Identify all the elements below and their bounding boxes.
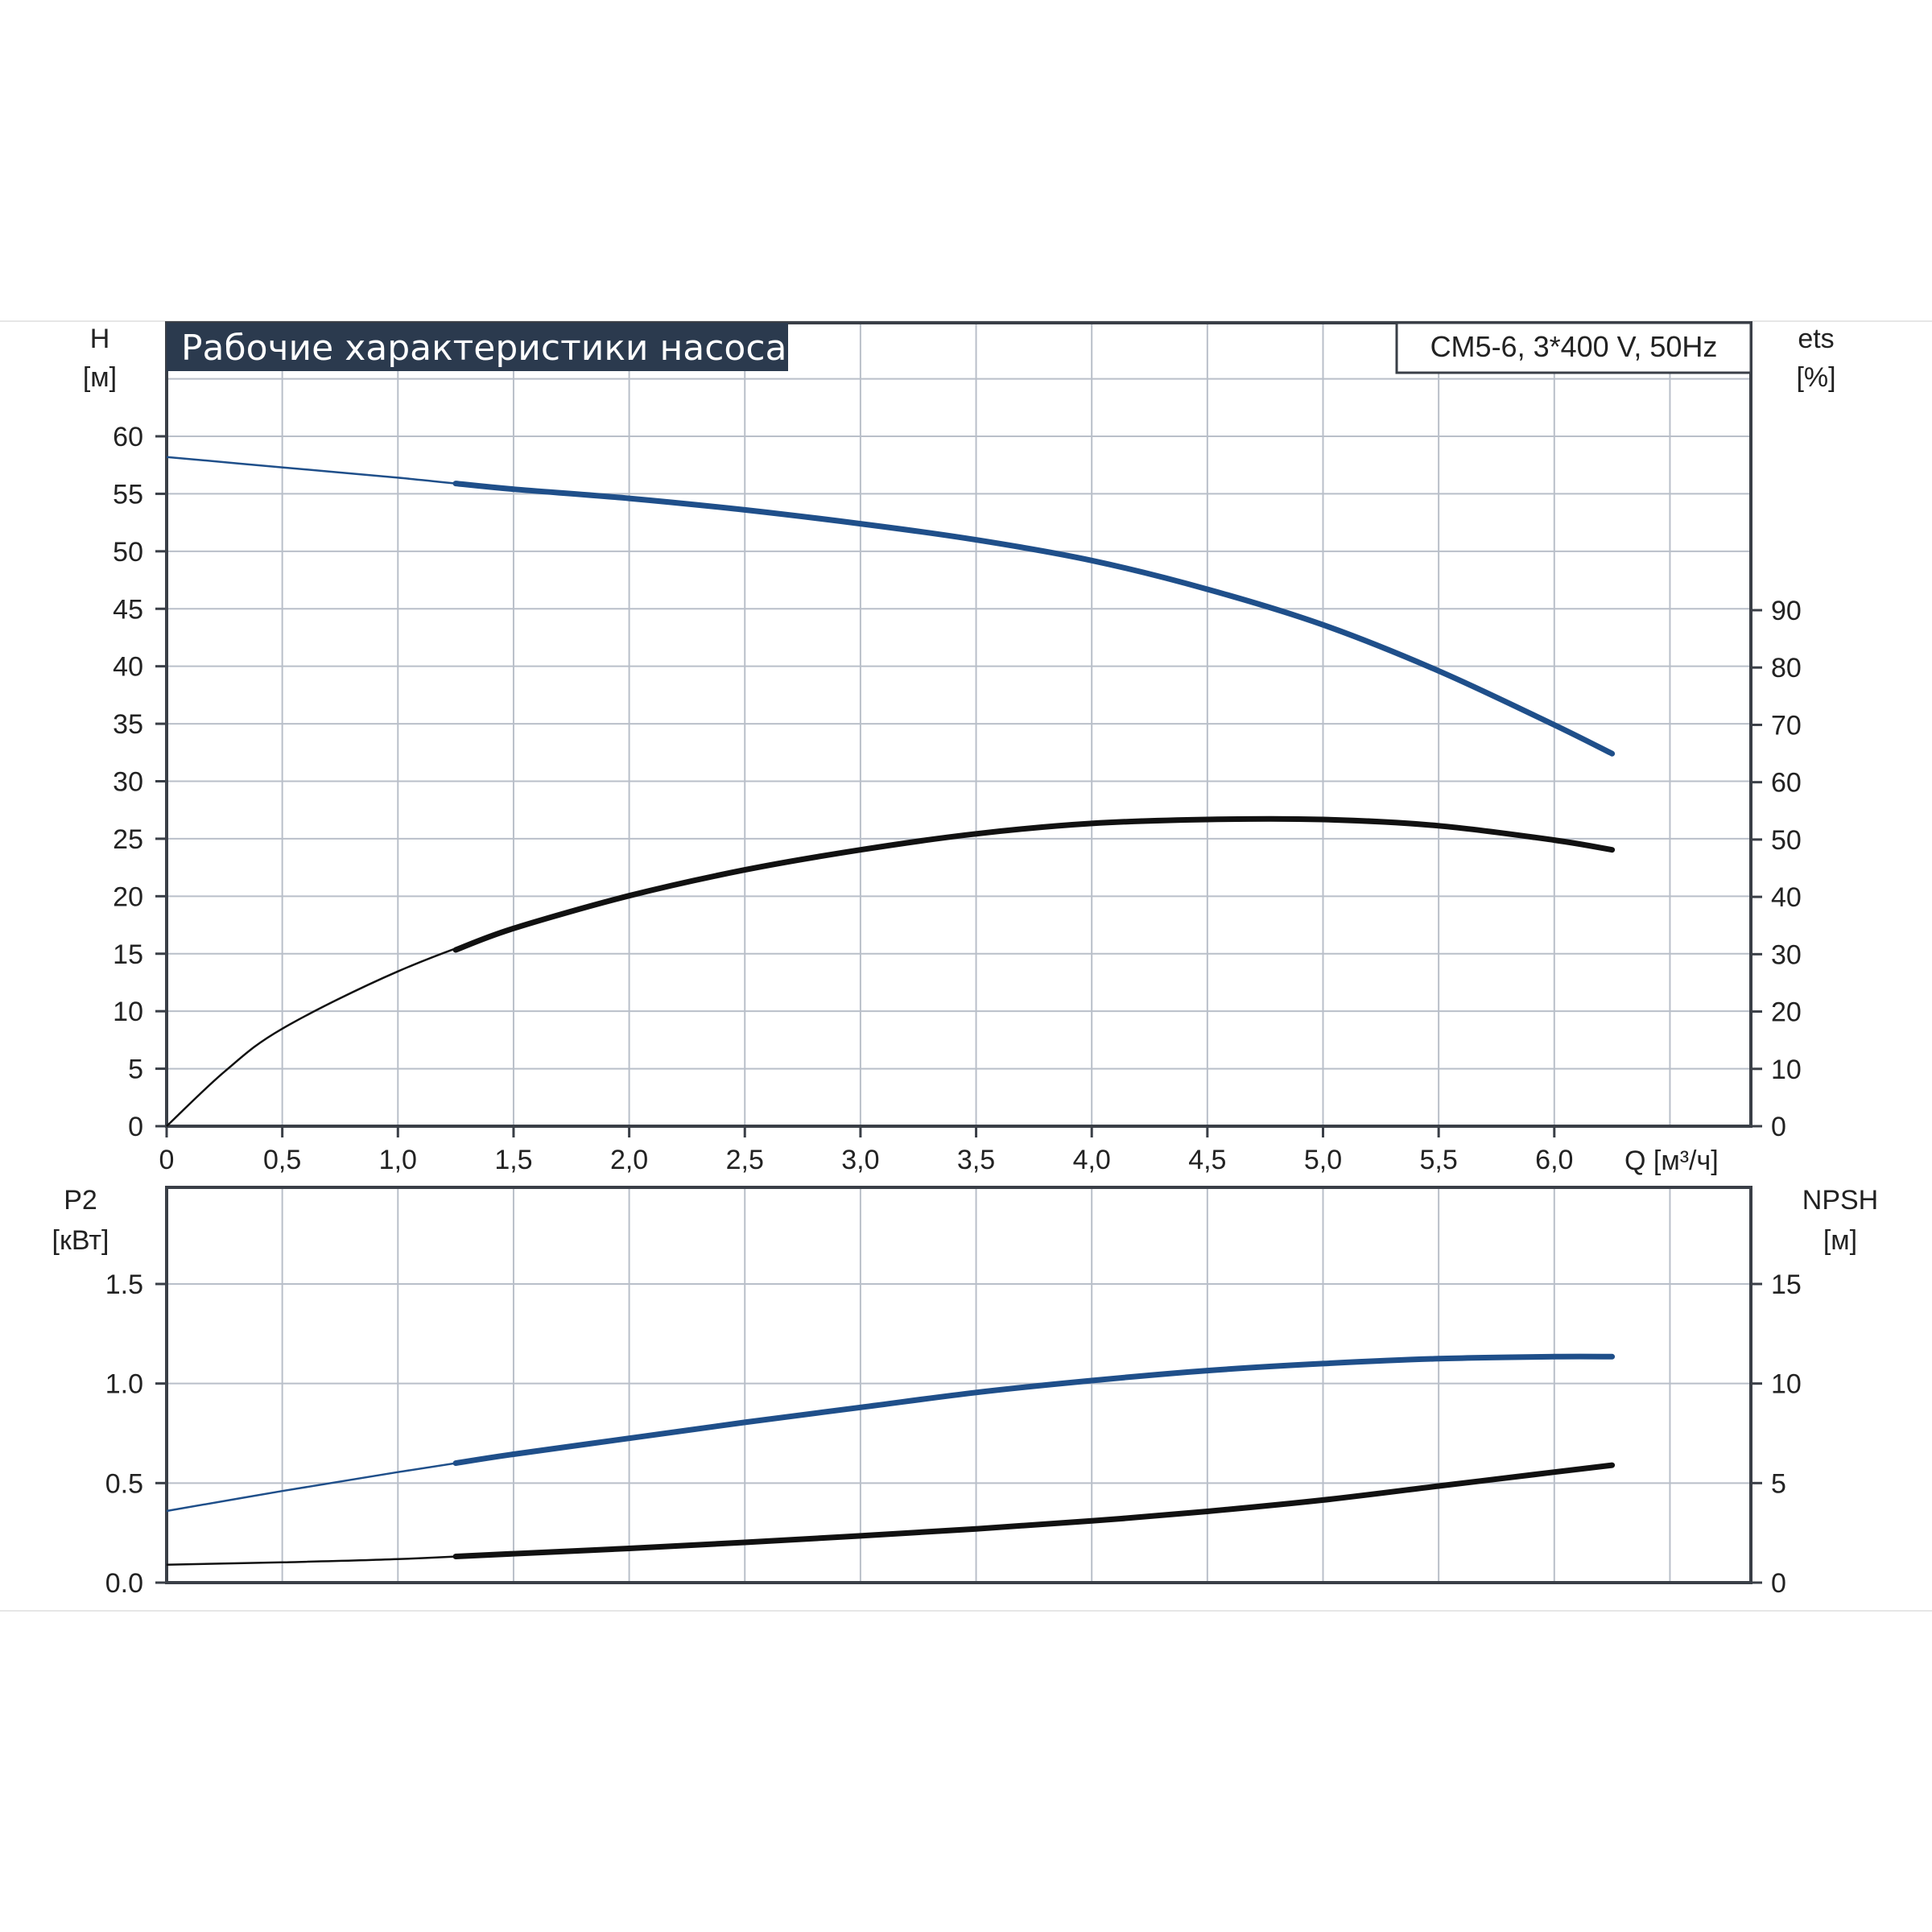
ets-axis-label: ets xyxy=(1798,324,1834,354)
p2-tick-label: 0.5 xyxy=(105,1468,143,1499)
p2-axis-unit: [кВт] xyxy=(52,1225,109,1256)
head-curve xyxy=(452,481,1616,757)
h-tick-label: 25 xyxy=(113,824,143,855)
h-tick-label: 45 xyxy=(113,594,143,625)
h-tick-label: 20 xyxy=(113,881,143,912)
x-tick-label: 4,5 xyxy=(1188,1145,1226,1175)
x-tick-label: 3,5 xyxy=(957,1145,995,1175)
npsh-axis-label: NPSH xyxy=(1802,1185,1878,1216)
ets-tick-label: 40 xyxy=(1771,882,1802,913)
h-tick-label: 35 xyxy=(113,709,143,740)
head-curve-thin xyxy=(166,456,1613,755)
ets-tick-label: 50 xyxy=(1771,825,1802,856)
npsh-tick-label: 10 xyxy=(1771,1369,1802,1400)
npsh-tick-label: 5 xyxy=(1771,1468,1786,1499)
npsh-curve-thin xyxy=(166,1463,1612,1566)
model-label-box xyxy=(1395,321,1752,374)
h-tick-label: 10 xyxy=(113,997,143,1027)
h-tick-label: 5 xyxy=(128,1055,143,1085)
ets-tick-label: 90 xyxy=(1771,596,1802,626)
h-tick-label: 40 xyxy=(113,652,143,683)
x-tick-label: 5,0 xyxy=(1304,1145,1342,1175)
x-tick-label: 2,5 xyxy=(726,1145,764,1175)
p2-axis-label: P2 xyxy=(64,1185,97,1216)
ets-tick-label: 0 xyxy=(1771,1112,1786,1142)
npsh-axis-unit: [м] xyxy=(1823,1225,1857,1256)
ets-tick-label: 70 xyxy=(1771,710,1802,741)
p2-tick-label: 1.5 xyxy=(105,1269,143,1300)
h-tick-label: 60 xyxy=(113,422,143,452)
x-tick-label: 5,5 xyxy=(1420,1145,1458,1175)
ets-axis-unit: [%] xyxy=(1796,362,1835,393)
x-tick-label: 0,5 xyxy=(263,1145,301,1175)
h-tick-label: 15 xyxy=(113,939,143,970)
p2-tick-label: 0.0 xyxy=(105,1568,143,1599)
x-tick-label: 1,0 xyxy=(379,1145,417,1175)
bottom-panel-frame xyxy=(165,1186,1752,1584)
tick-labels: 0 0,5 1,0 1,5 2,0 2,5 3,0 3,5 4,0 4,5 5,0 5,5 6,0 0 5 1… xyxy=(105,422,1802,1599)
power-curve-thin xyxy=(166,1355,1612,1513)
ets-tick-label: 80 xyxy=(1771,653,1802,683)
ets-tick-label: 10 xyxy=(1771,1055,1802,1085)
h-tick-label: 30 xyxy=(113,767,143,798)
bottom-panel-grid xyxy=(167,1187,1751,1583)
model-label: CM5-6, 3*400 V, 50Hz xyxy=(1430,330,1718,363)
x-tick-label: 0 xyxy=(159,1145,175,1175)
efficiency-curve xyxy=(452,815,1616,953)
x-tick-label: 4,0 xyxy=(1073,1145,1111,1175)
chart-title-box xyxy=(167,323,788,371)
h-axis-unit: [м] xyxy=(83,362,117,393)
x-tick-label: 3,0 xyxy=(841,1145,879,1175)
h-tick-label: 55 xyxy=(113,479,143,510)
efficiency-curve-thin xyxy=(166,817,1612,1127)
ets-tick-label: 30 xyxy=(1771,939,1802,970)
chart-title: Рабочие характеристики насоса xyxy=(181,328,786,369)
h-axis-label: H xyxy=(90,324,110,354)
p2-tick-label: 1.0 xyxy=(105,1369,143,1400)
npsh-curve xyxy=(452,1462,1616,1559)
h-tick-label: 0 xyxy=(128,1112,143,1142)
x-tick-label: 6,0 xyxy=(1535,1145,1573,1175)
q-axis-label: Q [м³/ч] xyxy=(1624,1146,1719,1176)
ets-tick-label: 60 xyxy=(1771,768,1802,799)
x-tick-label: 2,0 xyxy=(610,1145,648,1175)
npsh-tick-label: 15 xyxy=(1771,1269,1802,1300)
x-tick-label: 1,5 xyxy=(494,1145,532,1175)
top-panel-grid xyxy=(167,323,1751,1126)
npsh-tick-label: 0 xyxy=(1771,1568,1786,1599)
ets-tick-label: 20 xyxy=(1771,997,1802,1028)
power-curve xyxy=(452,1353,1616,1467)
h-tick-label: 50 xyxy=(113,537,143,568)
curves xyxy=(166,456,1616,1566)
